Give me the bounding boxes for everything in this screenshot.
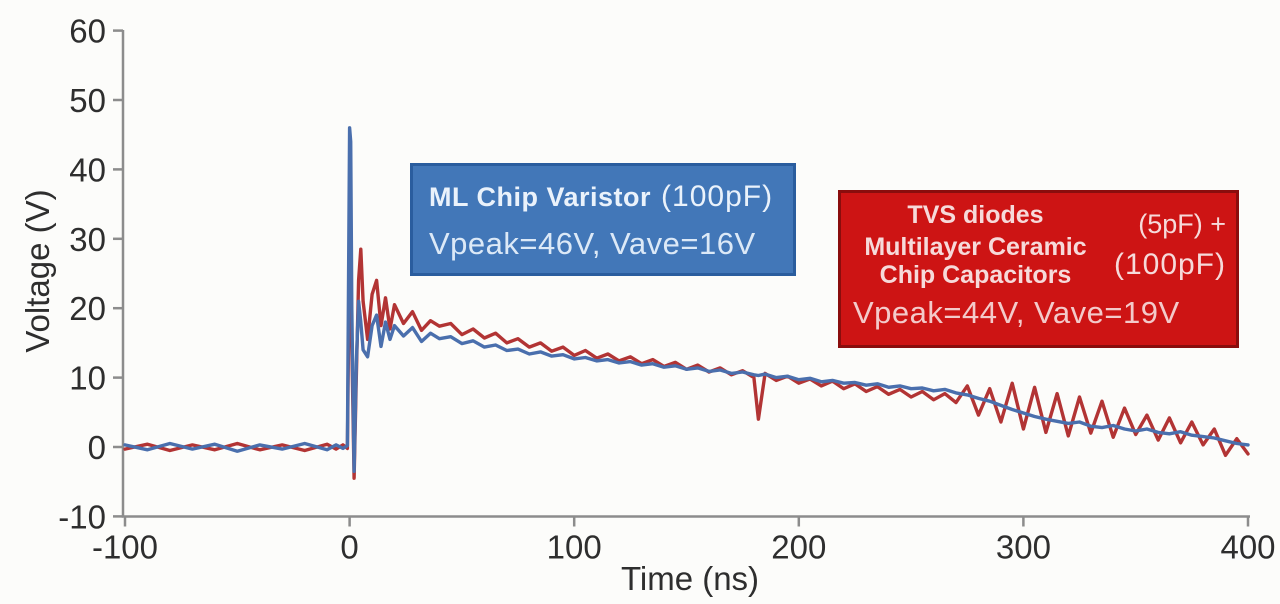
tvs-annotation-grid: TVS diodes Multilayer Ceramic Chip Capac… (853, 201, 1226, 289)
x-tick-label: 0 (340, 529, 358, 566)
y-tick-label: 10 (69, 360, 106, 397)
x-tick-label: -100 (92, 529, 158, 566)
y-tick-label: 30 (69, 221, 106, 258)
y-tick-label: 60 (69, 13, 106, 50)
varistor-annotation-title-line: ML Chip Varistor (100pF) (429, 180, 775, 214)
y-tick-label: 0 (88, 429, 106, 466)
y-tick-label: 20 (69, 290, 106, 327)
x-tick-label: 200 (771, 529, 826, 566)
tvs-mlcc-capacitance-label: (100pF) (1113, 247, 1226, 281)
y-tick-label: 50 (69, 82, 106, 119)
tvs-name-column: TVS diodes Multilayer Ceramic Chip Capac… (853, 201, 1098, 289)
tvs-capacitance-column: (5pF) + (100pF) (1098, 209, 1226, 282)
tvs-mlcc-label-line1: Multilayer Ceramic (864, 233, 1087, 261)
tvs-mlcc-label-line2: Chip Capacitors (879, 261, 1072, 289)
y-axis-title: Voltage (V) (19, 189, 56, 353)
y-tick-label: -10 (58, 498, 106, 535)
series-varistor-trace (123, 126, 1250, 473)
x-tick-label: 400 (1220, 529, 1275, 566)
varistor-annotation-box: ML Chip Varistor (100pF) Vpeak=46V, Vave… (410, 163, 796, 276)
x-tick-label: 100 (547, 529, 602, 566)
tvs-diodes-label: TVS diodes (907, 201, 1044, 229)
x-axis-title: Time (ns) (620, 560, 760, 597)
varistor-stats-label: Vpeak=46V, Vave=16V (429, 226, 756, 261)
tvs-annotation-box: TVS diodes Multilayer Ceramic Chip Capac… (838, 190, 1239, 348)
varistor-capacitance-label: (100pF) (661, 180, 774, 213)
varistor-name-label: ML Chip Varistor (429, 182, 652, 212)
x-tick-label: 300 (996, 529, 1051, 566)
y-tick-label: 40 (69, 151, 106, 188)
tvs-stats-label: Vpeak=44V, Vave=19V (853, 295, 1180, 330)
tvs-diodes-capacitance-label: (5pF) + (1138, 208, 1226, 239)
